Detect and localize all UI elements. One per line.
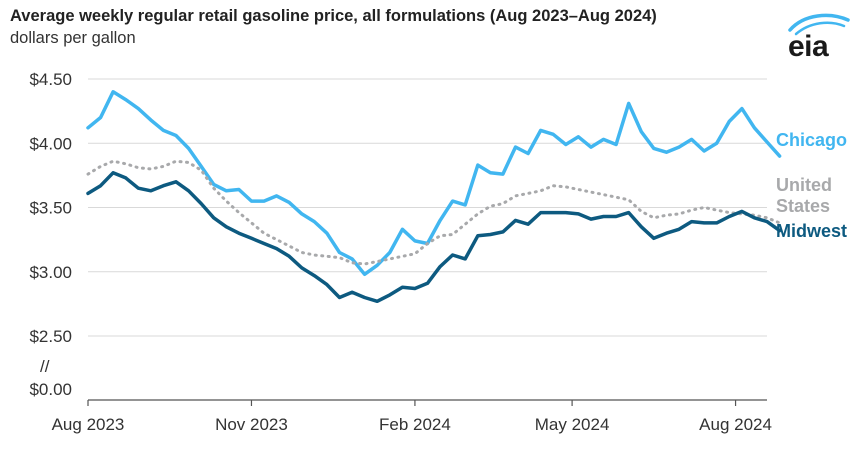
- y-axis-ticks: $4.50 $4.00 $3.50 $3.00 $2.50 // $0.00: [29, 70, 72, 399]
- y-tick-label: $4.50: [29, 70, 72, 89]
- y-tick-label: $3.00: [29, 263, 72, 282]
- y-tick-label: $2.50: [29, 327, 72, 346]
- series-lines: [86, 90, 782, 304]
- eia-logo-icon: [788, 13, 850, 36]
- series-label-chicago: Chicago: [776, 130, 847, 150]
- axis-break-mark: //: [40, 357, 50, 376]
- x-tick-label: Feb 2024: [379, 415, 451, 434]
- chart-subtitle: dollars per gallon: [10, 29, 136, 47]
- y-tick-label-zero: $0.00: [29, 380, 72, 399]
- y-tick-label: $3.50: [29, 199, 72, 218]
- x-tick-label: Aug 2023: [52, 415, 125, 434]
- series-line-chicago: [86, 90, 782, 277]
- x-tick-label: Nov 2023: [215, 415, 288, 434]
- x-tick-label: Aug 2024: [699, 415, 772, 434]
- series-line-midwest: [86, 171, 782, 304]
- x-tick-label: May 2024: [535, 415, 610, 434]
- series-line-united-states: [86, 159, 782, 266]
- series-label-united-states: United States: [776, 175, 832, 216]
- gridlines: [88, 78, 767, 337]
- chart-title: Average weekly regular retail gasoline p…: [10, 7, 657, 25]
- series-labels: Chicago United States Midwest: [776, 130, 847, 241]
- x-axis: Aug 2023 Nov 2023 Feb 2024 May 2024 Aug 2024: [52, 399, 772, 434]
- eia-logo-text: eia: [788, 30, 829, 63]
- series-label-midwest: Midwest: [776, 221, 847, 241]
- y-tick-label: $4.00: [29, 134, 72, 153]
